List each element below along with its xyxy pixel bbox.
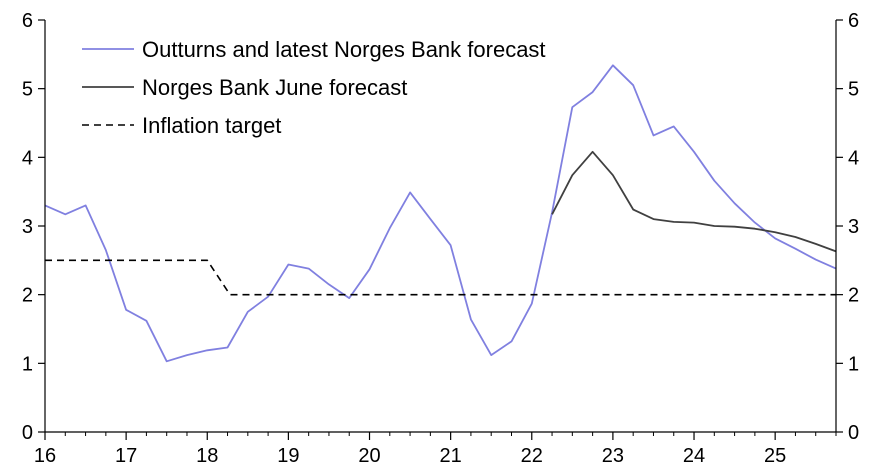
series-layer	[44, 64, 837, 363]
y-tick-label-right: 2	[848, 285, 859, 307]
y-tick-label-right: 4	[848, 147, 859, 169]
x-tick-label: 18	[196, 445, 218, 467]
x-tick-label: 17	[115, 445, 137, 467]
x-tick-label: 21	[440, 445, 462, 467]
y-tick-label-right: 5	[848, 79, 859, 101]
y-tick-label-left: 1	[22, 353, 33, 375]
legend-label: Inflation target	[142, 113, 281, 138]
legend-label: Outturns and latest Norges Bank forecast	[142, 37, 546, 62]
legend-label: Norges Bank June forecast	[142, 75, 407, 100]
axes-layer: 0 01 12 23 34 45 56 616 17 18 19 20 21 22 23 24 25	[22, 10, 859, 467]
x-tick-label: 19	[277, 445, 299, 467]
x-tick-label: 20	[358, 445, 380, 467]
series-line-3	[45, 259, 836, 296]
x-tick-label: 22	[521, 445, 543, 467]
y-tick-label-left: 3	[22, 216, 33, 238]
series-line-2	[551, 150, 837, 253]
legend: Outturns and latest Norges Bank forecast…	[82, 37, 546, 138]
y-tick-label-right: 1	[848, 353, 859, 375]
x-tick-label: 16	[34, 445, 56, 467]
series-line-1	[44, 64, 837, 363]
y-tick-label-right: 0	[848, 422, 859, 444]
y-tick-label-left: 5	[22, 79, 33, 101]
x-tick-label: 25	[764, 445, 786, 467]
x-tick-label: 23	[602, 445, 624, 467]
y-tick-label-right: 3	[848, 216, 859, 238]
y-tick-label-left: 6	[22, 10, 33, 32]
y-tick-label-left: 4	[22, 147, 33, 169]
x-tick-label: 24	[683, 445, 705, 467]
y-tick-label-right: 6	[848, 10, 859, 32]
y-tick-label-left: 0	[22, 422, 33, 444]
y-tick-label-left: 2	[22, 285, 33, 307]
